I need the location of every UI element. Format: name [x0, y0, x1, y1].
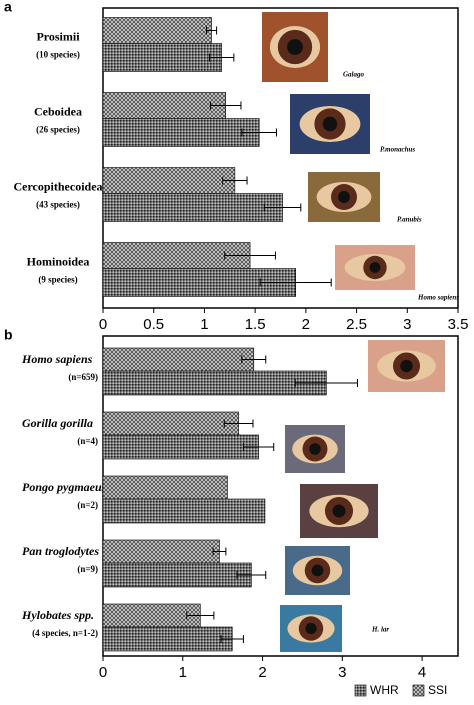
- photo-caption: P.monachus: [380, 146, 415, 154]
- bar: [102, 370, 327, 396]
- bar: [102, 498, 266, 524]
- category-label: Hylobates spp.: [21, 608, 94, 622]
- category-note: (n=4): [77, 436, 98, 446]
- plot-frame: [102, 7, 459, 309]
- category-note: (9 species): [38, 275, 77, 285]
- bar: [102, 603, 201, 628]
- category-note: (43 species): [36, 200, 80, 210]
- bar: [102, 434, 259, 460]
- category-note: (10 species): [36, 50, 80, 60]
- bar: [102, 411, 239, 436]
- x-tick-label: 0.5: [143, 316, 164, 333]
- x-tick-label: 1: [200, 316, 208, 333]
- x-tick-label: 4: [418, 664, 426, 681]
- category-note: (n=2): [77, 500, 98, 510]
- x-tick-label: 0: [99, 664, 107, 681]
- category-label: Hominoidea: [27, 254, 90, 268]
- panel-label: b: [4, 327, 13, 343]
- category-note: (4 species, n=1-2): [32, 628, 98, 638]
- category-label: Prosimii: [36, 29, 80, 43]
- legend-swatch: [354, 684, 367, 697]
- category-label: Homo sapiens: [21, 352, 93, 366]
- category-label: Cercopithecoidea: [13, 179, 102, 193]
- category-note: (n=9): [77, 564, 98, 574]
- bar: [102, 17, 212, 44]
- x-tick-label: 1.5: [245, 316, 266, 333]
- photo-caption: Homo sapiens: [417, 294, 459, 302]
- bar: [102, 539, 220, 564]
- eye-pupil: [332, 504, 346, 518]
- x-tick-label: 0: [99, 316, 107, 333]
- eye-pupil: [400, 359, 413, 373]
- bar: [102, 475, 228, 500]
- bar: [102, 562, 252, 588]
- photo-caption: Galago: [343, 71, 365, 79]
- legend-label: WHR: [370, 683, 399, 697]
- eye-pupil: [322, 116, 338, 132]
- eye-pupil: [369, 262, 381, 273]
- category-note: (n=659): [68, 372, 98, 382]
- category-note: (26 species): [36, 125, 80, 135]
- eye-pupil: [305, 622, 317, 635]
- bar: [102, 347, 255, 372]
- x-tick-label: 2: [258, 664, 266, 681]
- eye-pupil: [287, 39, 303, 55]
- bar: [102, 118, 260, 147]
- panel-label: a: [4, 0, 12, 15]
- bar: [102, 193, 283, 222]
- bar: [102, 167, 236, 194]
- category-label: Ceboidea: [34, 104, 82, 118]
- x-tick-label: 3.5: [448, 316, 469, 333]
- eye-pupil: [311, 564, 324, 577]
- bar: [102, 43, 222, 72]
- bar: [102, 626, 233, 652]
- legend-swatch: [412, 684, 425, 697]
- x-tick-label: 2: [302, 316, 310, 333]
- eye-pupil: [309, 443, 321, 455]
- eye-pupil: [338, 191, 350, 203]
- x-tick-label: 3: [403, 316, 411, 333]
- photo-caption: H. lar: [371, 626, 389, 634]
- x-tick-label: 1: [179, 664, 187, 681]
- x-tick-label: 3: [338, 664, 346, 681]
- bar: [102, 92, 227, 119]
- x-tick-label: 2.5: [346, 316, 367, 333]
- category-label: Pongo pygmaeus: [22, 480, 107, 494]
- photo-caption: P.anubis: [397, 216, 422, 224]
- legend-label: SSI: [428, 683, 447, 697]
- category-label: Gorilla gorilla: [22, 416, 93, 430]
- category-label: Pan troglodytes: [22, 544, 99, 558]
